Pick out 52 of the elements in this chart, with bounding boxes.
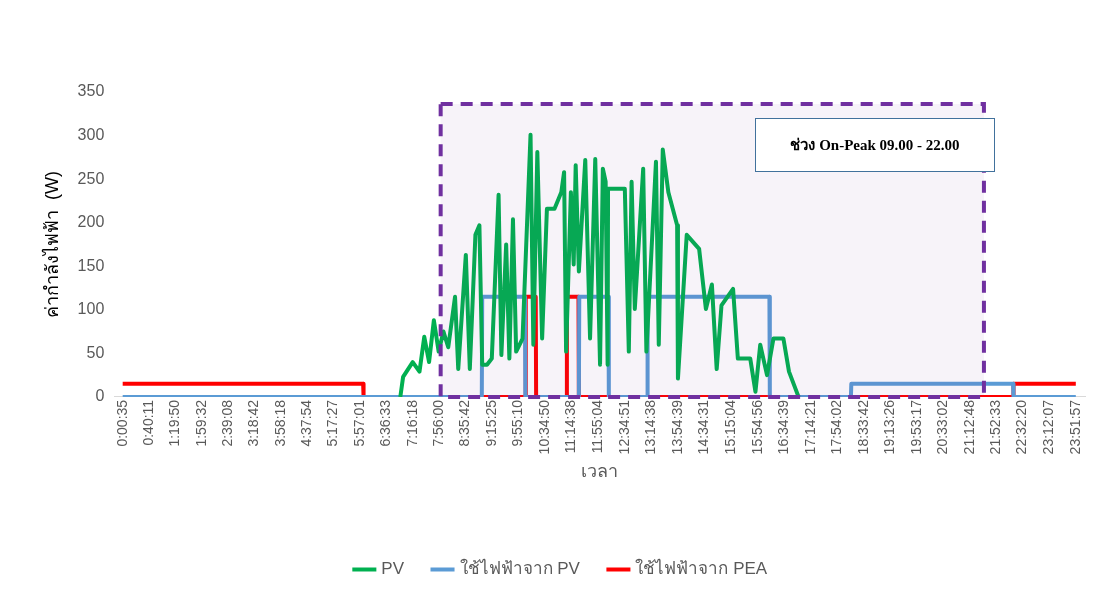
- legend-label: ใช้ไฟฟ้าจาก PEA: [635, 558, 768, 579]
- x-tick-label: 20:33:02: [934, 399, 951, 455]
- note-box: ช่วง On-Peak 09.00 - 22.00: [755, 118, 995, 172]
- x-tick-label: 15:15:04: [722, 399, 739, 455]
- x-tick-label: 9:15:25: [482, 399, 499, 447]
- x-tick-label: 2:39:08: [219, 399, 236, 447]
- y-tick-label: 300: [77, 125, 105, 143]
- legend-label: PV: [381, 559, 405, 579]
- x-tick-label: 3:18:42: [245, 399, 262, 447]
- x-tick-label: 19:13:26: [881, 399, 898, 455]
- x-tick-label: 12:34:51: [615, 399, 632, 455]
- x-tick-label: 6:36:33: [377, 399, 394, 447]
- legend-label: ใช้ไฟฟ้าจาก PV: [459, 558, 581, 579]
- x-tick-label: 1:59:32: [192, 399, 209, 447]
- x-tick-label: 23:51:57: [1066, 399, 1083, 455]
- x-tick-label: 11:14:38: [562, 399, 579, 454]
- y-tick-label: 150: [77, 256, 105, 274]
- x-tick-label: 4:37:54: [298, 399, 315, 447]
- x-tick-label: 1:19:50: [166, 399, 183, 447]
- x-tick-label: 5:57:01: [350, 399, 367, 447]
- x-tick-label: 11:55:04: [589, 399, 606, 454]
- y-tick-label: 350: [77, 82, 105, 100]
- y-tick-label: 250: [77, 169, 105, 187]
- x-tick-label: 14:34:31: [695, 399, 712, 455]
- x-tick-label: 23:12:07: [1039, 399, 1056, 455]
- annotation: ช่วง On-Peak 09.00 - 22.00: [790, 136, 960, 155]
- y-tick-label: 100: [77, 300, 105, 318]
- y-tick-label: 50: [86, 343, 105, 361]
- x-tick-label: 3:58:18: [271, 399, 288, 447]
- x-tick-label: 21:52:33: [987, 399, 1004, 455]
- x-tick-label: 8:35:42: [456, 399, 473, 447]
- y-axis-title: ค่ากำลังไฟฟ้า (W): [40, 170, 62, 318]
- x-tick-label: 19:53:17: [907, 399, 924, 455]
- x-tick-label: 7:56:00: [430, 399, 447, 447]
- x-tick-label: 9:55:10: [509, 399, 526, 447]
- x-tick-label: 15:54:56: [748, 399, 765, 455]
- x-tick-label: 5:17:27: [324, 399, 341, 447]
- x-tick-label: 18:33:42: [854, 399, 871, 455]
- y-tick-label: 0: [95, 387, 105, 405]
- x-tick-label: 10:34:50: [535, 399, 552, 455]
- x-tick-label: 0:00:35: [113, 399, 130, 447]
- x-tick-label: 16:34:39: [775, 399, 792, 455]
- x-tick-label: 13:14:38: [642, 399, 659, 455]
- y-tick-label: 200: [77, 213, 105, 231]
- x-tick-label: 13:54:39: [668, 399, 685, 455]
- x-tick-label: 22:32:20: [1013, 399, 1030, 455]
- x-tick-label: 21:12:48: [960, 399, 977, 455]
- x-tick-label: 7:16:18: [403, 399, 420, 447]
- x-tick-label: 17:14:21: [801, 399, 818, 455]
- x-tick-label: 0:40:11: [139, 399, 156, 446]
- x-axis-title: เวลา: [581, 461, 619, 482]
- x-tick-label: 17:54:02: [828, 399, 845, 455]
